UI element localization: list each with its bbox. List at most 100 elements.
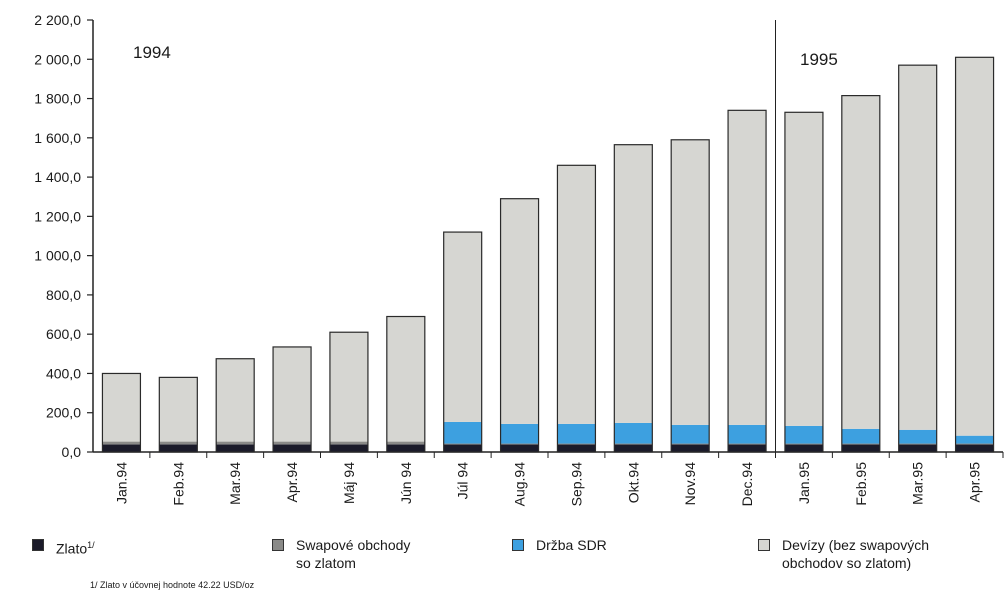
x-tick-label: Mar.94 [227,462,243,505]
legend-label-devizy: Devízy (bez swapových obchodov so zlatom… [782,537,930,571]
x-tick-label: Feb.95 [853,462,869,506]
bar-segment [500,443,539,445]
bar-segment [329,441,368,445]
bar-segment [784,425,823,444]
y-tick-label: 1 400,0 [34,169,81,185]
bar-segment [955,435,994,444]
bar-segment [159,377,198,442]
legend-swatch-zlato [32,539,44,551]
bar-segment [728,424,767,444]
y-tick-label: 1 800,0 [34,91,81,107]
x-tick-label: Apr.95 [967,462,983,503]
bar-segment [671,424,710,444]
bar-outline [841,94,881,453]
bar-segment [386,444,425,452]
bar-segment [102,441,141,445]
bar-segment [443,444,482,452]
bar-outline [329,331,369,453]
x-tick-label: Máj 94 [341,462,357,504]
bar-segment [443,443,482,445]
bar-segment [728,443,767,445]
y-tick-label: 600,0 [46,326,81,342]
y-tick-label: 1 000,0 [34,248,81,264]
bar-segment [216,444,255,452]
bar-segment [898,429,937,444]
legend-swatch-devizy [758,539,770,551]
bar-outline [499,198,540,453]
bar-segment [614,422,653,444]
legend-label-zlato: Zlato1/ [56,540,95,557]
y-tick-label: 200,0 [46,405,81,421]
legend-swatch-swap [272,539,284,551]
legend-item-sdr: Držba SDR [512,536,607,554]
y-tick-label: 1 200,0 [34,208,81,224]
x-tick-label: Jan.95 [796,462,812,504]
bar-outline [443,231,483,453]
bar-segment [557,444,596,452]
bar-outline [158,376,198,453]
legend-label-swap: Swapové obchody so zlatom [296,537,411,571]
bar-segment [273,346,312,442]
bar-segment [671,139,710,425]
bar-segment [557,165,596,424]
bar-segment [784,112,823,426]
x-tick-label: Okt.94 [625,462,641,503]
bar-outline [670,139,710,453]
bar-segment [841,95,880,429]
bar-outline [386,315,426,453]
bar-outline [272,346,312,453]
x-tick-label: Aug.94 [512,462,528,507]
bar-segment [728,110,767,425]
reserves-bar-chart: 0,0 200,0 400,0 600,0 800,0 1 000,0 1 200,0 1 4… [34,12,1004,507]
bar-segment [841,443,880,445]
bar-segment [955,57,994,436]
y-tick-label: 400,0 [46,365,81,381]
bar-outline [556,164,597,453]
x-tick-label: Mar.95 [910,462,926,505]
bar-segment [898,65,937,430]
bar-segment [273,441,312,445]
bar-outline [613,144,653,453]
bar-segment [671,443,710,445]
bar-segment [955,444,994,452]
bar-segment [614,144,653,423]
bar-segment [841,428,880,444]
bar-outline [954,56,995,453]
bar-outline [898,64,938,453]
bar-segment [159,441,198,445]
bar-segment [614,443,653,445]
legend-item-zlato: Zlato1/ [32,536,95,558]
year-label-1994: 1994 [133,43,171,62]
bar-segment [386,441,425,445]
bar-outline [215,358,255,453]
x-tick-label: Dec.94 [739,462,755,507]
bar-segment [500,198,539,424]
bar-segment [614,444,653,452]
bar-outline [101,372,142,453]
legend-item-swap: Swapové obchody so zlatom [272,536,410,572]
bar-segment [102,444,141,452]
legend: Zlato1/ Swapové obchody so zlatom Držba … [0,536,1005,576]
bar-outline [784,111,824,453]
bar-segment [216,358,255,442]
bars [101,56,995,453]
bar-segment [329,332,368,442]
year-label-1995: 1995 [800,50,838,69]
bar-segment [500,423,539,444]
y-tick-label: 2 000,0 [34,51,81,67]
legend-swatch-sdr [512,539,524,551]
x-tick-label: Nov.94 [682,462,698,506]
bar-outline [727,109,767,453]
bar-segment [329,444,368,452]
y-tick-label: 800,0 [46,287,81,303]
bar-segment [102,373,141,442]
legend-label-sdr: Držba SDR [536,537,607,553]
x-tick-label: Jan.94 [113,462,129,504]
legend-item-devizy: Devízy (bez swapových obchodov so zlatom… [758,536,929,572]
x-tick-label: Júl 94 [455,462,471,500]
bar-segment [386,316,425,442]
bar-segment [728,444,767,452]
y-tick-label: 1 600,0 [34,130,81,146]
bar-segment [443,232,482,422]
bar-segment [443,421,482,444]
